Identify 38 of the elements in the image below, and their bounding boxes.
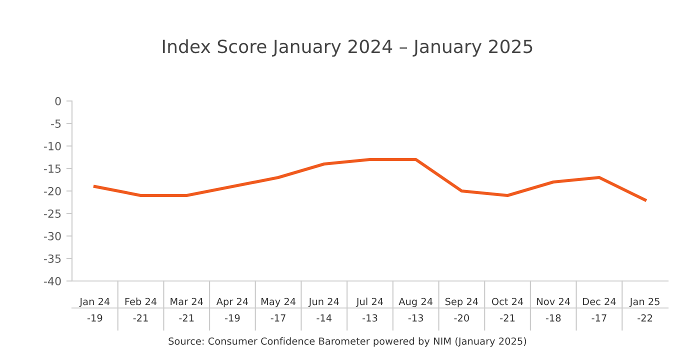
y-tick-label: -40 bbox=[44, 276, 61, 286]
x-tick-label: Dec 24 bbox=[583, 298, 616, 306]
data-label: -21 bbox=[179, 314, 194, 322]
x-tick-label: Jun 24 bbox=[308, 298, 339, 307]
y-tick-label: -35 bbox=[44, 254, 61, 263]
data-label: -18 bbox=[546, 314, 561, 322]
data-label: -19 bbox=[224, 314, 240, 322]
x-tick-label: Feb 24 bbox=[125, 298, 157, 306]
y-tick-label: -15 bbox=[44, 164, 61, 173]
data-label: -13 bbox=[362, 314, 378, 322]
data-label: -17 bbox=[270, 314, 286, 322]
x-tick-label: Aug 24 bbox=[398, 298, 433, 308]
data-label: -22 bbox=[638, 314, 652, 322]
data-label: -20 bbox=[454, 314, 469, 322]
y-tick-label: -5 bbox=[51, 120, 61, 128]
data-label: -19 bbox=[87, 314, 102, 322]
y-tick-label: 0 bbox=[55, 96, 61, 106]
x-tick-label: Mar 24 bbox=[170, 298, 203, 306]
data-label: -17 bbox=[592, 314, 606, 322]
line-series bbox=[93, 158, 647, 202]
x-tick-label: Apr 24 bbox=[216, 298, 248, 308]
y-tick-label: -30 bbox=[44, 232, 61, 240]
chart-title: Index Score January 2024 – January 2025 bbox=[163, 39, 532, 57]
data-label: -13 bbox=[408, 314, 424, 322]
data-label: -21 bbox=[133, 314, 148, 322]
x-tick-label: May 24 bbox=[261, 298, 296, 308]
x-tick-label: Oct 24 bbox=[492, 298, 524, 306]
x-tick-label: Jan 24 bbox=[79, 298, 110, 307]
x-tick-label: Nov 24 bbox=[537, 298, 570, 306]
data-label: -14 bbox=[316, 314, 332, 322]
y-tick-label: -10 bbox=[44, 142, 61, 150]
y-tick-label: -20 bbox=[44, 186, 61, 196]
x-tick-label: Jan 25 bbox=[629, 298, 660, 307]
source-note: Source: Consumer Confidence Barometer powered by NIM (January 2025) bbox=[168, 337, 526, 347]
data-label: -21 bbox=[500, 314, 515, 322]
x-tick-label: Jul 24 bbox=[356, 298, 384, 307]
x-tick-label: Sep 24 bbox=[445, 298, 478, 308]
y-tick-label: -25 bbox=[44, 209, 61, 218]
